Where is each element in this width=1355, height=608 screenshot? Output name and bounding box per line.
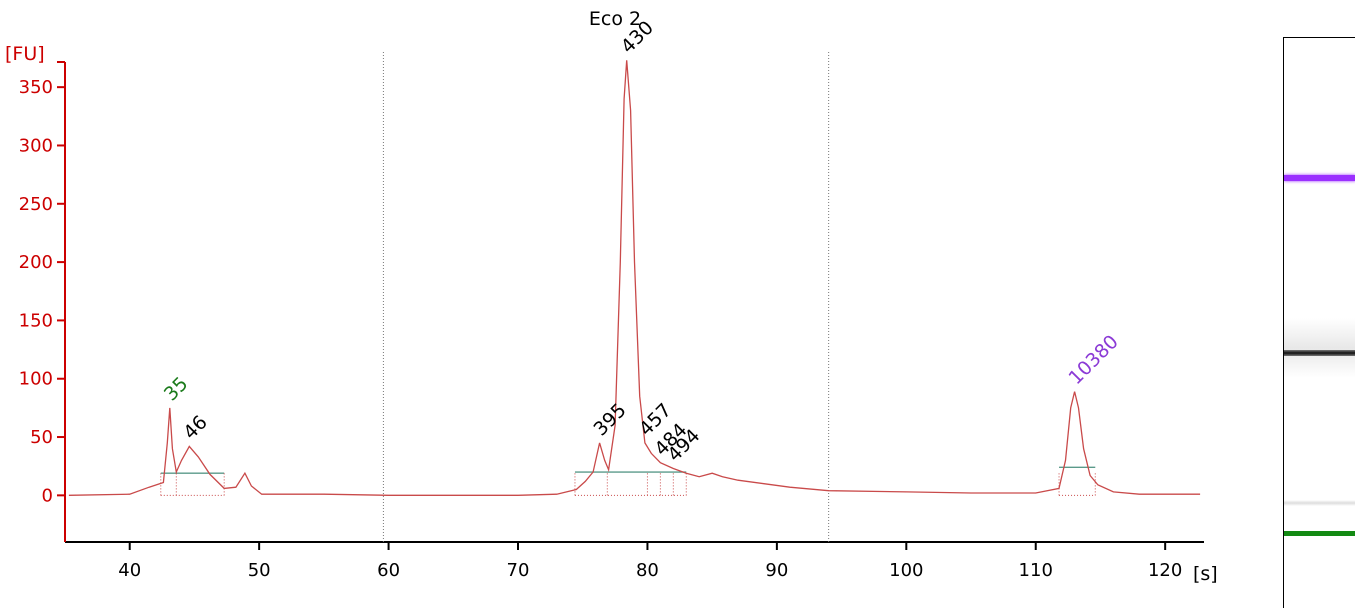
y-tick-label: 100 [19,369,53,390]
vertical-dividers [382,52,830,542]
x-tick-label: 100 [889,560,923,581]
peak-label: 35 [160,373,193,406]
peak-label: 46 [179,411,212,444]
x-tick-label: 90 [765,560,788,581]
gel-band-lower-marker [1284,531,1355,536]
peak-baselines [160,466,1096,496]
gel-band-upper-marker [1284,175,1355,181]
series-line [68,60,1201,496]
y-tick-label: 250 [19,194,53,215]
y-tick-label: 150 [19,310,53,331]
y-tick-label: 50 [30,427,53,448]
y-tick-label: 0 [42,485,53,506]
peak-label: 395 [590,399,631,440]
y-axis-label: [FU] [5,43,45,65]
x-tick-label: 50 [248,560,271,581]
x-tick-label: 120 [1148,560,1182,581]
y-tick-label: 200 [19,252,53,273]
x-tick-label: 60 [377,560,400,581]
gel-lane [1283,37,1355,608]
gel-band-main [1284,350,1355,356]
gel-faint-band [1284,500,1355,506]
chart-axes [64,62,1204,543]
chart-title: Eco 2 [588,8,642,30]
x-tick-label: 80 [636,560,659,581]
x-axis-label: [s] [1193,563,1218,585]
peak-label: 430 [617,17,658,58]
x-tick-label: 110 [1019,560,1053,581]
gel-smear [1284,318,1355,378]
y-tick-label: 300 [19,135,53,156]
axis-ticks: 0 50 100 150 200 250 300 350 40 50 60 70 80 90 100 110 1… [19,61,1182,581]
peak-label: 10380 [1065,331,1123,389]
x-tick-label: 40 [118,560,141,581]
x-tick-label: 70 [507,560,530,581]
y-tick-label: 350 [19,77,53,98]
